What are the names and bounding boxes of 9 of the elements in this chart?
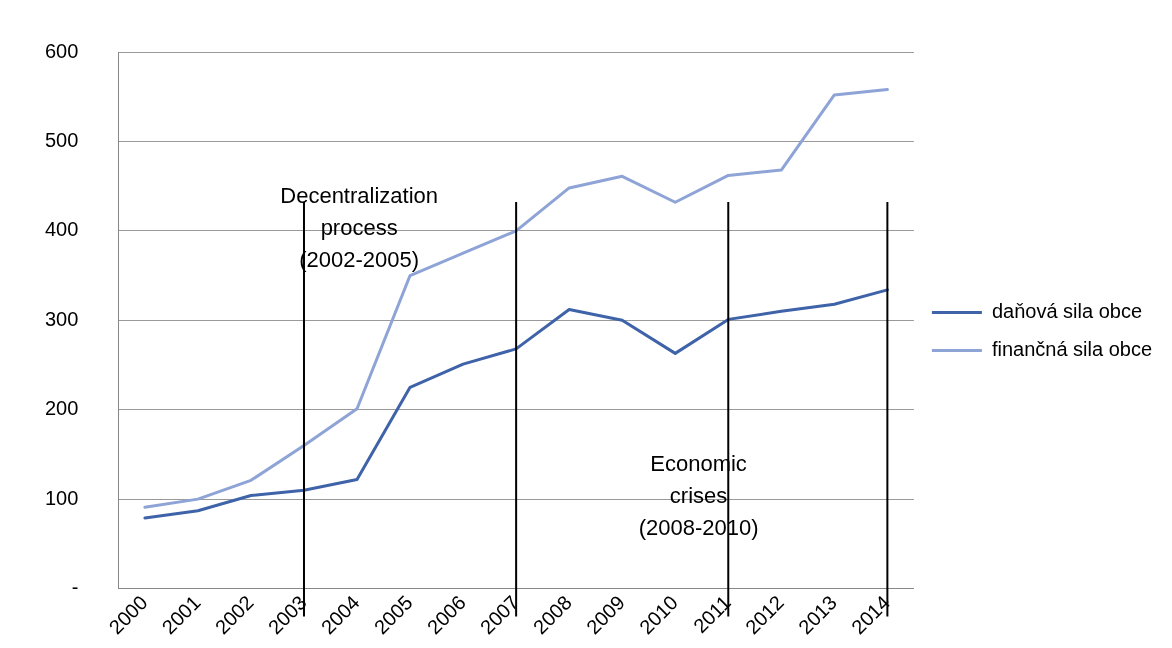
legend-label: daňová sila obce <box>991 300 1142 323</box>
y-tick-label: 600 <box>44 39 79 62</box>
y-tick-label: 500 <box>44 128 79 151</box>
y-tick-label: 100 <box>44 486 79 509</box>
legend-label: finančná sila obce <box>991 338 1152 361</box>
y-tick-label: 300 <box>44 307 79 330</box>
y-tick-label: 400 <box>44 218 79 241</box>
y-tick-label: 200 <box>44 397 79 420</box>
y-tick-label: - <box>71 576 79 599</box>
